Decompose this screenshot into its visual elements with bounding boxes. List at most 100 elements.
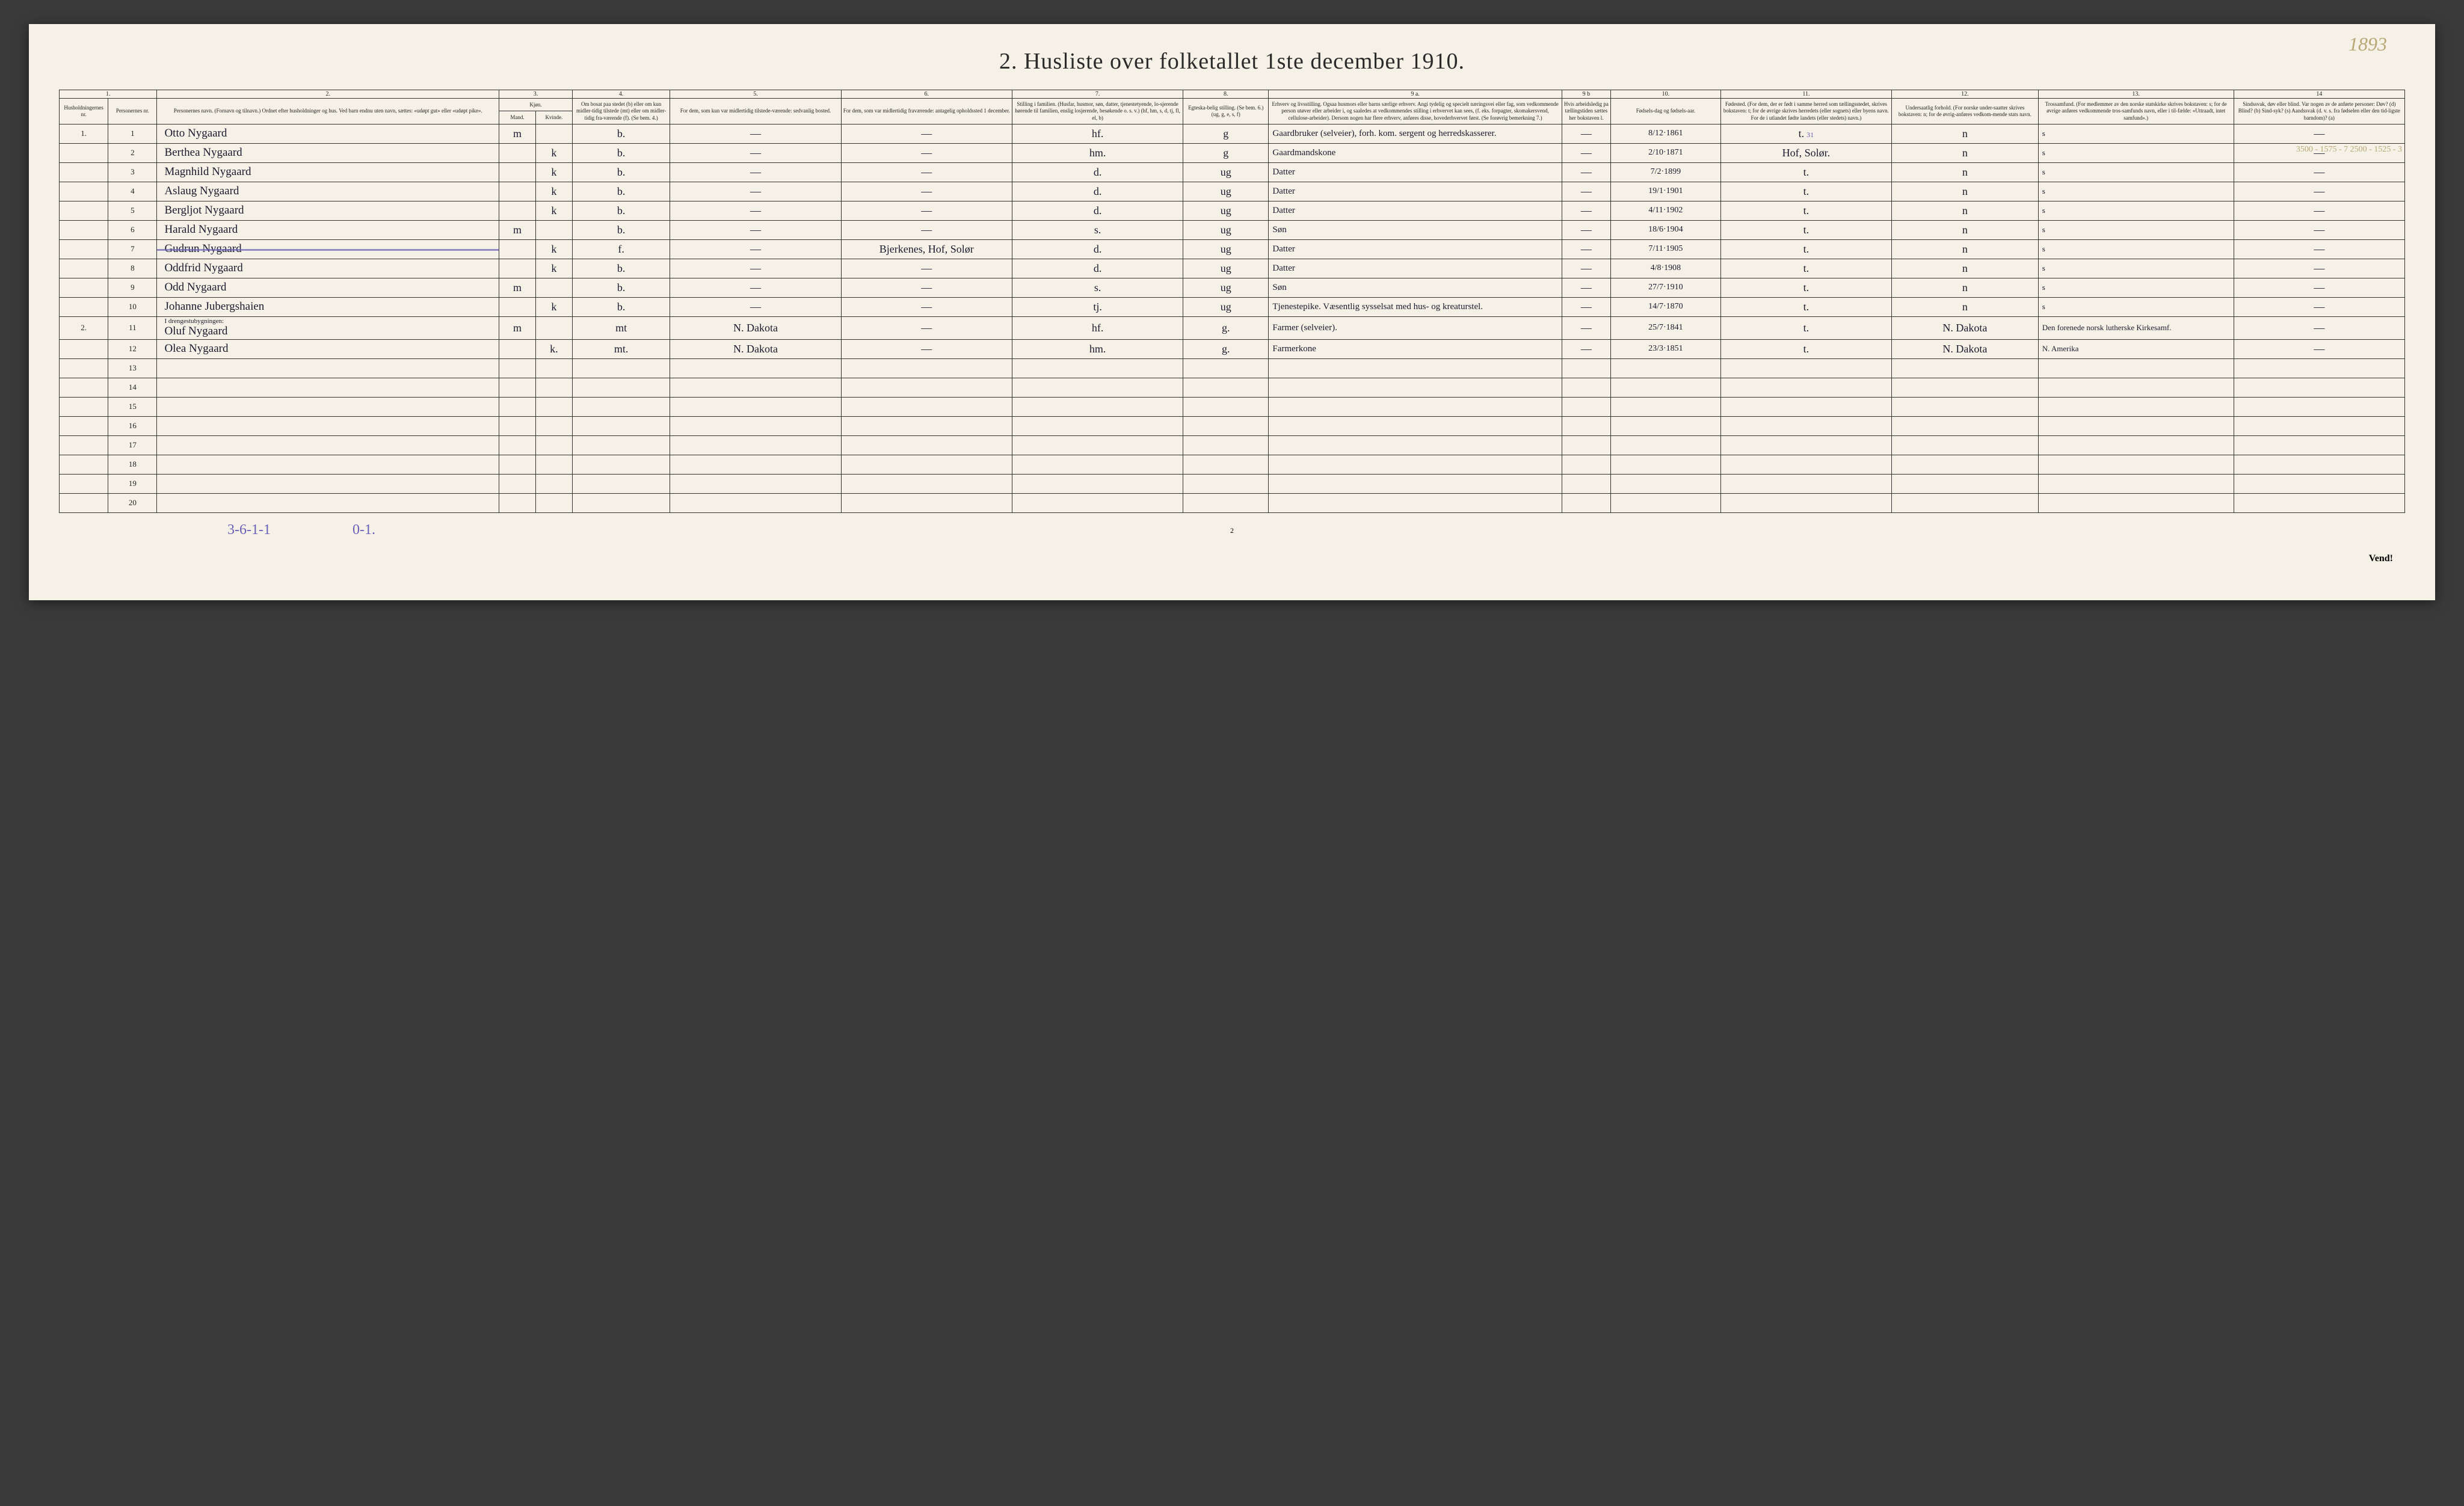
table-row: 5 Bergljot Nygaard k b. — — d. ug Datter… (60, 201, 2405, 220)
cell-residence (572, 474, 670, 493)
cell-female (535, 124, 572, 143)
cell-occupation: Søn (1269, 278, 1562, 297)
cell-occupation: Datter (1269, 239, 1562, 259)
cell-birthdate (1610, 493, 1720, 512)
cell-citizenship (1892, 493, 2039, 512)
cell-birthdate (1610, 435, 1720, 455)
cell-family-position (1012, 455, 1183, 474)
cell-birthplace (1720, 358, 1891, 378)
cell-male (499, 259, 536, 278)
table-row-empty: 19 (60, 474, 2405, 493)
cell-male (499, 182, 536, 201)
table-row: 1. 1 Otto Nygaard m b. — — hf. g Gaardbr… (60, 124, 2405, 143)
cell-citizenship (1892, 416, 2039, 435)
cell-name: Gudrun Nygaard (157, 239, 499, 259)
cell-disability (2234, 474, 2404, 493)
header-residence: Om bosat paa stedet (b) eller om kun mid… (572, 99, 670, 124)
cell-unemployed (1562, 474, 1610, 493)
cell-citizenship: n (1892, 259, 2039, 278)
cell-religion (2038, 435, 2234, 455)
cell-occupation: Datter (1269, 259, 1562, 278)
cell-unemployed (1562, 358, 1610, 378)
cell-unemployed: — (1562, 201, 1610, 220)
cell-household-nr (60, 358, 108, 378)
cell-citizenship: n (1892, 182, 2039, 201)
cell-marital: ug (1183, 259, 1269, 278)
cell-person-nr: 11 (108, 316, 157, 339)
cell-unemployed (1562, 416, 1610, 435)
cell-unemployed: — (1562, 124, 1610, 143)
cell-person-nr: 20 (108, 493, 157, 512)
cell-disability: — (2234, 124, 2404, 143)
cell-name (157, 358, 499, 378)
cell-occupation: Farmer (selveier). (1269, 316, 1562, 339)
cell-religion: s (2038, 297, 2234, 316)
cell-residence (572, 358, 670, 378)
cell-female (535, 397, 572, 416)
cell-temp-absent (841, 435, 1012, 455)
cell-marital: ug (1183, 297, 1269, 316)
cell-citizenship: n (1892, 124, 2039, 143)
cell-birthdate (1610, 397, 1720, 416)
cell-disability: — (2234, 220, 2404, 239)
cell-religion: s (2038, 182, 2234, 201)
cell-occupation: Søn (1269, 220, 1562, 239)
cell-temp-absent (841, 474, 1012, 493)
cell-marital: ug (1183, 278, 1269, 297)
colnum-5: 5. (670, 90, 841, 99)
cell-occupation: Gaardbruker (selveier), forh. kom. serge… (1269, 124, 1562, 143)
cell-birthplace (1720, 455, 1891, 474)
cell-male (499, 493, 536, 512)
cell-female: k (535, 182, 572, 201)
cell-family-position: d. (1012, 162, 1183, 182)
cell-temp-present: — (670, 278, 841, 297)
cell-residence: b. (572, 278, 670, 297)
cell-religion (2038, 416, 2234, 435)
table-row-empty: 16 (60, 416, 2405, 435)
cell-temp-present: — (670, 297, 841, 316)
cell-temp-absent: — (841, 316, 1012, 339)
colnum-13: 13. (2038, 90, 2234, 99)
table-row: 3 Magnhild Nygaard k b. — — d. ug Datter… (60, 162, 2405, 182)
cell-marital: g. (1183, 316, 1269, 339)
cell-household-nr (60, 339, 108, 358)
colnum-11: 11. (1720, 90, 1891, 99)
cell-marital (1183, 493, 1269, 512)
cell-person-nr: 8 (108, 259, 157, 278)
cell-temp-absent (841, 378, 1012, 397)
cell-disability: — (2234, 162, 2404, 182)
table-row: 9 Odd Nygaard m b. — — s. ug Søn — 27/7·… (60, 278, 2405, 297)
cell-temp-absent (841, 397, 1012, 416)
cell-female (535, 493, 572, 512)
cell-birthdate: 2/10·1871 (1610, 143, 1720, 162)
cell-birthplace (1720, 474, 1891, 493)
cell-temp-present (670, 435, 841, 455)
cell-household-nr: 2. (60, 316, 108, 339)
cell-occupation: Gaardmandskone (1269, 143, 1562, 162)
cell-temp-absent: — (841, 182, 1012, 201)
cell-birthdate: 7/2·1899 (1610, 162, 1720, 182)
cell-disability: — (2234, 259, 2404, 278)
cell-occupation (1269, 358, 1562, 378)
cell-occupation (1269, 474, 1562, 493)
cell-marital (1183, 474, 1269, 493)
cell-male: m (499, 278, 536, 297)
cell-person-nr: 12 (108, 339, 157, 358)
cell-occupation (1269, 493, 1562, 512)
cell-residence: b. (572, 182, 670, 201)
cell-citizenship: n (1892, 143, 2039, 162)
cell-household-nr (60, 220, 108, 239)
cell-person-nr: 5 (108, 201, 157, 220)
scribble-2: 0-1. (353, 522, 375, 538)
cell-male (499, 474, 536, 493)
cell-occupation (1269, 378, 1562, 397)
cell-religion: s (2038, 201, 2234, 220)
cell-unemployed: — (1562, 278, 1610, 297)
cell-temp-present: — (670, 201, 841, 220)
cell-family-position: s. (1012, 220, 1183, 239)
cell-religion: s (2038, 278, 2234, 297)
cell-unemployed: — (1562, 339, 1610, 358)
cell-religion (2038, 455, 2234, 474)
cell-family-position: d. (1012, 239, 1183, 259)
turn-page-label: Vend! (59, 553, 2405, 564)
